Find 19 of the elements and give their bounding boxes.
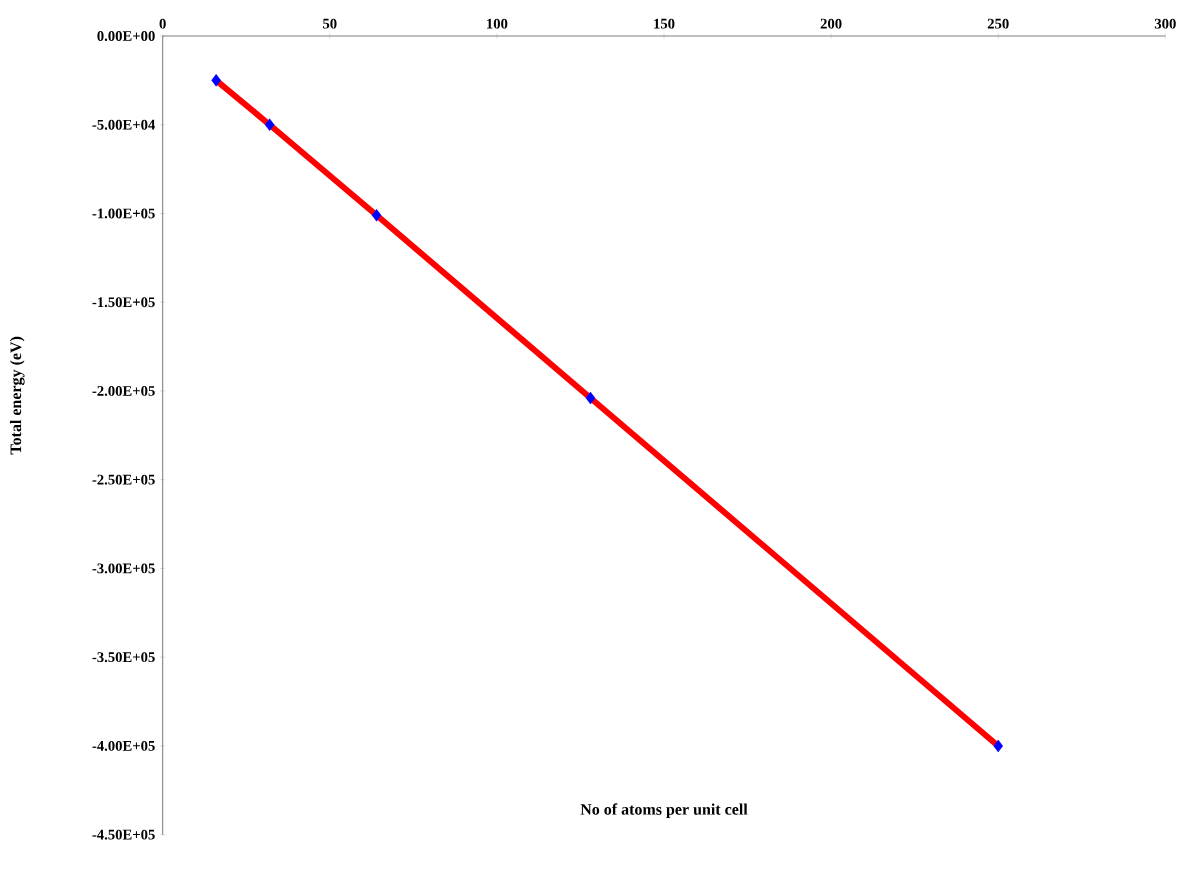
x-tick-label: 50 — [323, 18, 337, 29]
x-axis-title: No of atoms per unit cell — [580, 803, 748, 819]
y-tick-label: -2.50E+05 — [92, 474, 155, 485]
y-tick-label: -1.00E+05 — [92, 208, 155, 219]
y-axis-title: Total energy (eV) — [9, 336, 25, 455]
x-tick-label: 0 — [159, 18, 166, 29]
y-tick-label: -3.50E+05 — [92, 652, 155, 663]
y-tick-label: -1.50E+05 — [92, 297, 155, 308]
x-tick-label: 250 — [987, 18, 1009, 29]
y-tick-label: -2.00E+05 — [92, 385, 155, 396]
x-tick-label: 200 — [820, 18, 842, 29]
y-tick-label: -3.00E+05 — [92, 563, 155, 574]
y-tick-label: -4.50E+05 — [92, 829, 155, 840]
y-tick-label: -4.00E+05 — [92, 740, 155, 751]
y-tick-label: 0.00E+00 — [97, 31, 155, 41]
y-tick-label: -5.00E+04 — [92, 119, 156, 130]
x-tick-label: 300 — [1154, 18, 1176, 29]
x-tick-label: 100 — [487, 18, 508, 29]
x-tick-label: 150 — [654, 18, 675, 29]
